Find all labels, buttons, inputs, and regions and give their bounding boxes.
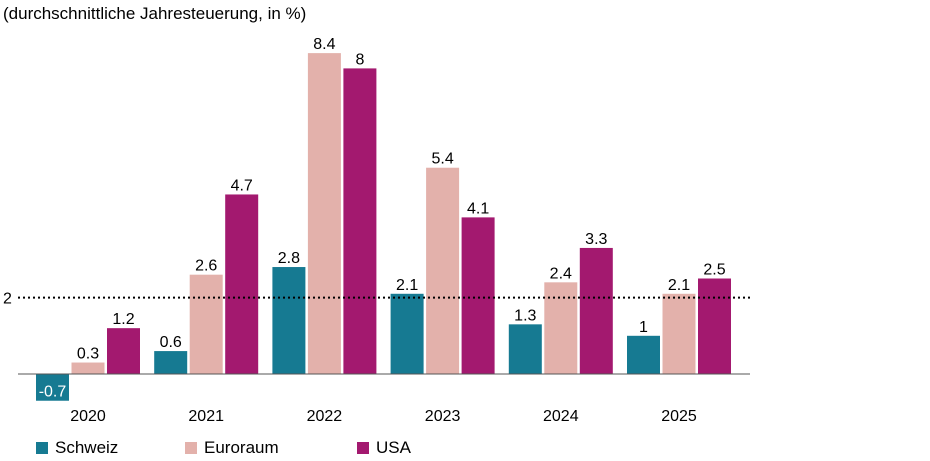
legend-label-euroraum: Euroraum <box>204 438 279 457</box>
legend-swatch-usa <box>357 442 369 454</box>
data-label-euroraum-2022: 8.4 <box>313 36 335 53</box>
bar-usa-2023 <box>461 217 495 374</box>
bar-euroraum-2025 <box>662 293 696 374</box>
bar-euroraum-2020 <box>71 362 105 374</box>
bar-schweiz-2024 <box>508 324 542 374</box>
data-label-usa-2023: 4.1 <box>467 200 489 217</box>
data-label-usa-2025: 2.5 <box>703 262 725 279</box>
bar-schweiz-2025 <box>627 335 660 374</box>
bar-schweiz-2023 <box>390 293 424 374</box>
data-label-schweiz-2021: 0.6 <box>160 334 182 351</box>
legend-label-usa: USA <box>376 438 411 457</box>
data-label-euroraum-2020: 0.3 <box>77 346 99 363</box>
data-label-usa-2024: 3.3 <box>585 231 607 248</box>
x-tick-label-2023: 2023 <box>425 408 461 425</box>
data-label-schweiz-2024: 1.3 <box>514 307 536 324</box>
legend-label-schweiz: Schweiz <box>55 438 119 457</box>
bar-schweiz-2022 <box>272 267 306 374</box>
bar-schweiz-2021 <box>154 351 188 374</box>
data-label-schweiz-2020: -0.7 <box>39 384 67 401</box>
legend-item-euroraum: Euroraum <box>185 438 279 458</box>
x-tick-label-2021: 2021 <box>188 408 224 425</box>
bar-usa-2022 <box>343 68 377 375</box>
legend-item-schweiz: Schweiz <box>36 438 118 458</box>
data-label-schweiz-2025: 1 <box>639 319 648 336</box>
bar-euroraum-2024 <box>544 282 578 374</box>
labels-layer: -0.7 0.3 1.2 2020 0.6 2.6 4.7 2021 2.8 8.4 8 2022 2.… <box>39 36 726 425</box>
legend-item-usa: USA <box>357 438 411 458</box>
x-tick-label-2025: 2025 <box>661 408 697 425</box>
legend-swatch-euroraum <box>185 442 197 454</box>
chart-subtitle: (durchschnittliche Jahresteuerung, in %) <box>3 4 307 23</box>
bar-usa-2024 <box>579 247 613 374</box>
data-label-euroraum-2021: 2.6 <box>195 258 217 275</box>
x-tick-label-2020: 2020 <box>70 408 106 425</box>
legend-swatch-schweiz <box>36 442 48 454</box>
data-label-schweiz-2023: 2.1 <box>396 277 418 294</box>
data-label-euroraum-2023: 5.4 <box>431 151 453 168</box>
bar-usa-2025 <box>698 278 731 374</box>
x-tick-label-2022: 2022 <box>307 408 343 425</box>
data-label-usa-2020: 1.2 <box>112 311 134 328</box>
bars-layer <box>36 53 731 401</box>
data-label-usa-2021: 4.7 <box>231 177 253 194</box>
bar-euroraum-2021 <box>189 274 223 374</box>
x-tick-label-2024: 2024 <box>543 408 579 425</box>
reference-line-label: 2 <box>3 291 12 308</box>
bar-euroraum-2022 <box>307 53 341 375</box>
bar-schweiz-2020 <box>36 374 69 401</box>
bar-euroraum-2023 <box>426 167 460 374</box>
data-label-usa-2022: 8 <box>355 51 364 68</box>
data-label-euroraum-2025: 2.1 <box>668 277 690 294</box>
bar-usa-2020 <box>107 328 140 374</box>
bar-usa-2021 <box>225 194 259 374</box>
data-label-schweiz-2022: 2.8 <box>278 250 300 267</box>
data-label-euroraum-2024: 2.4 <box>550 265 572 282</box>
